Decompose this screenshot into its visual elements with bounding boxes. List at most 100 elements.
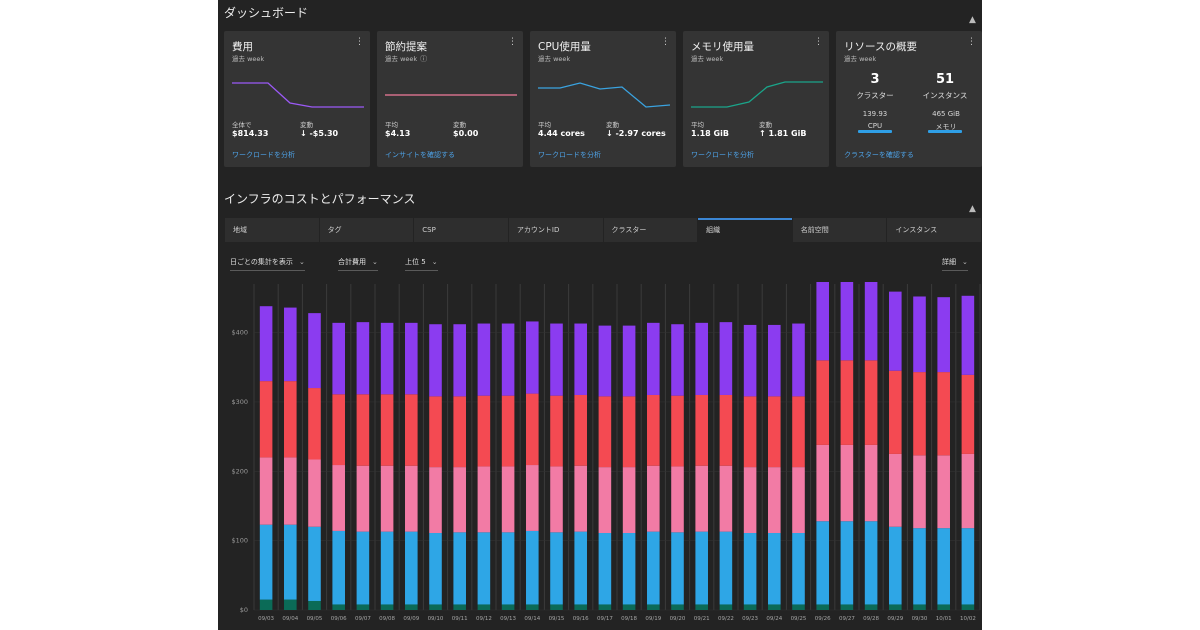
bar-segment[interactable] — [284, 457, 297, 525]
bar-segment[interactable] — [622, 604, 636, 610]
bar-segment[interactable] — [792, 604, 805, 610]
bar-segment[interactable] — [332, 322, 345, 395]
bar-segment[interactable] — [284, 381, 297, 458]
aggregation-dropdown[interactable]: 日ごとの集計を表示 ⌄ — [230, 257, 305, 271]
bar-segment[interactable] — [356, 531, 370, 605]
bar-segment[interactable] — [743, 396, 757, 468]
bar-segment[interactable] — [961, 528, 975, 605]
bar-segment[interactable] — [550, 532, 563, 605]
bar-segment[interactable] — [695, 394, 708, 466]
analyze-workload-link[interactable]: ワークロードを分析 — [538, 151, 601, 159]
bar-segment[interactable] — [477, 395, 491, 467]
bar-segment[interactable] — [671, 466, 684, 533]
more-vert-icon[interactable]: ⋮ — [967, 37, 976, 47]
bar-segment[interactable] — [501, 604, 515, 610]
bar-segment[interactable] — [405, 465, 418, 532]
bar-segment[interactable] — [937, 297, 950, 373]
tab-7[interactable]: インスタンス — [887, 218, 982, 242]
bar-segment[interactable] — [453, 396, 466, 468]
bar-segment[interactable] — [816, 444, 829, 522]
bar-segment[interactable] — [913, 604, 926, 610]
bar-segment[interactable] — [259, 457, 273, 525]
bar-segment[interactable] — [647, 604, 660, 610]
bar-segment[interactable] — [598, 396, 612, 468]
bar-segment[interactable] — [574, 531, 587, 605]
bar-segment[interactable] — [380, 394, 394, 466]
bar-segment[interactable] — [380, 322, 394, 395]
analyze-workload-link[interactable]: ワークロードを分析 — [232, 151, 295, 159]
bar-segment[interactable] — [598, 604, 612, 610]
bar-segment[interactable] — [380, 465, 394, 532]
review-insights-link[interactable]: インサイトを確認する — [385, 151, 455, 159]
bar-segment[interactable] — [864, 282, 878, 361]
bar-segment[interactable] — [840, 604, 854, 610]
bar-segment[interactable] — [550, 323, 563, 396]
bar-segment[interactable] — [477, 604, 491, 610]
bar-segment[interactable] — [792, 323, 805, 397]
bar-segment[interactable] — [864, 444, 878, 522]
bar-segment[interactable] — [622, 396, 636, 468]
metric-dropdown[interactable]: 合計費用 ⌄ — [338, 257, 378, 271]
bar-segment[interactable] — [840, 444, 854, 522]
bar-segment[interactable] — [501, 323, 515, 396]
bar-segment[interactable] — [259, 381, 273, 458]
detail-dropdown[interactable]: 詳細 ⌄ — [942, 257, 968, 271]
info-icon[interactable]: ⓘ — [420, 55, 428, 63]
bar-segment[interactable] — [284, 307, 297, 382]
tab-6[interactable]: 名前空間 — [793, 218, 888, 242]
bar-segment[interactable] — [598, 533, 612, 605]
bar-segment[interactable] — [550, 395, 563, 467]
bar-segment[interactable] — [453, 467, 466, 533]
bar-segment[interactable] — [695, 531, 708, 605]
tab-0[interactable]: 地域 — [225, 218, 320, 242]
bar-segment[interactable] — [937, 455, 950, 529]
bar-segment[interactable] — [453, 532, 466, 605]
bar-segment[interactable] — [840, 282, 854, 361]
bar-segment[interactable] — [792, 396, 805, 468]
bar-segment[interactable] — [598, 325, 612, 397]
bar-segment[interactable] — [259, 599, 273, 610]
bar-segment[interactable] — [719, 531, 733, 605]
bar-segment[interactable] — [380, 604, 394, 610]
bar-segment[interactable] — [647, 465, 660, 532]
bar-segment[interactable] — [743, 604, 757, 610]
bar-segment[interactable] — [647, 394, 660, 466]
bar-segment[interactable] — [477, 323, 491, 396]
bar-segment[interactable] — [647, 531, 660, 605]
bar-segment[interactable] — [405, 531, 418, 605]
bar-segment[interactable] — [913, 528, 926, 605]
bar-segment[interactable] — [743, 467, 757, 534]
top-n-dropdown[interactable]: 上位 5 ⌄ — [405, 257, 438, 271]
bar-segment[interactable] — [308, 459, 321, 527]
bar-segment[interactable] — [961, 295, 975, 375]
analyze-workload-link[interactable]: ワークロードを分析 — [691, 151, 754, 159]
bar-segment[interactable] — [864, 360, 878, 445]
bar-segment[interactable] — [768, 533, 781, 605]
chevron-up-icon[interactable]: ▲ — [969, 15, 976, 25]
more-vert-icon[interactable]: ⋮ — [814, 37, 823, 47]
bar-segment[interactable] — [840, 360, 854, 445]
bar-segment[interactable] — [429, 604, 442, 610]
bar-segment[interactable] — [526, 530, 539, 605]
bar-segment[interactable] — [526, 321, 539, 394]
bar-segment[interactable] — [526, 604, 539, 610]
bar-segment[interactable] — [526, 393, 539, 466]
bar-segment[interactable] — [501, 466, 515, 533]
bar-segment[interactable] — [598, 467, 612, 534]
chevron-up-icon[interactable]: ▲ — [969, 204, 976, 214]
bar-segment[interactable] — [647, 322, 660, 395]
bar-segment[interactable] — [840, 521, 854, 605]
tab-2[interactable]: CSP — [414, 218, 509, 242]
bar-segment[interactable] — [695, 465, 708, 532]
bar-segment[interactable] — [308, 600, 321, 610]
bar-segment[interactable] — [671, 395, 684, 467]
bar-segment[interactable] — [671, 604, 684, 610]
bar-segment[interactable] — [550, 466, 563, 533]
bar-segment[interactable] — [961, 374, 975, 454]
bar-segment[interactable] — [429, 396, 442, 468]
bar-segment[interactable] — [937, 528, 950, 605]
bar-segment[interactable] — [308, 526, 321, 601]
bar-segment[interactable] — [743, 324, 757, 397]
bar-segment[interactable] — [743, 533, 757, 605]
bar-segment[interactable] — [405, 394, 418, 466]
